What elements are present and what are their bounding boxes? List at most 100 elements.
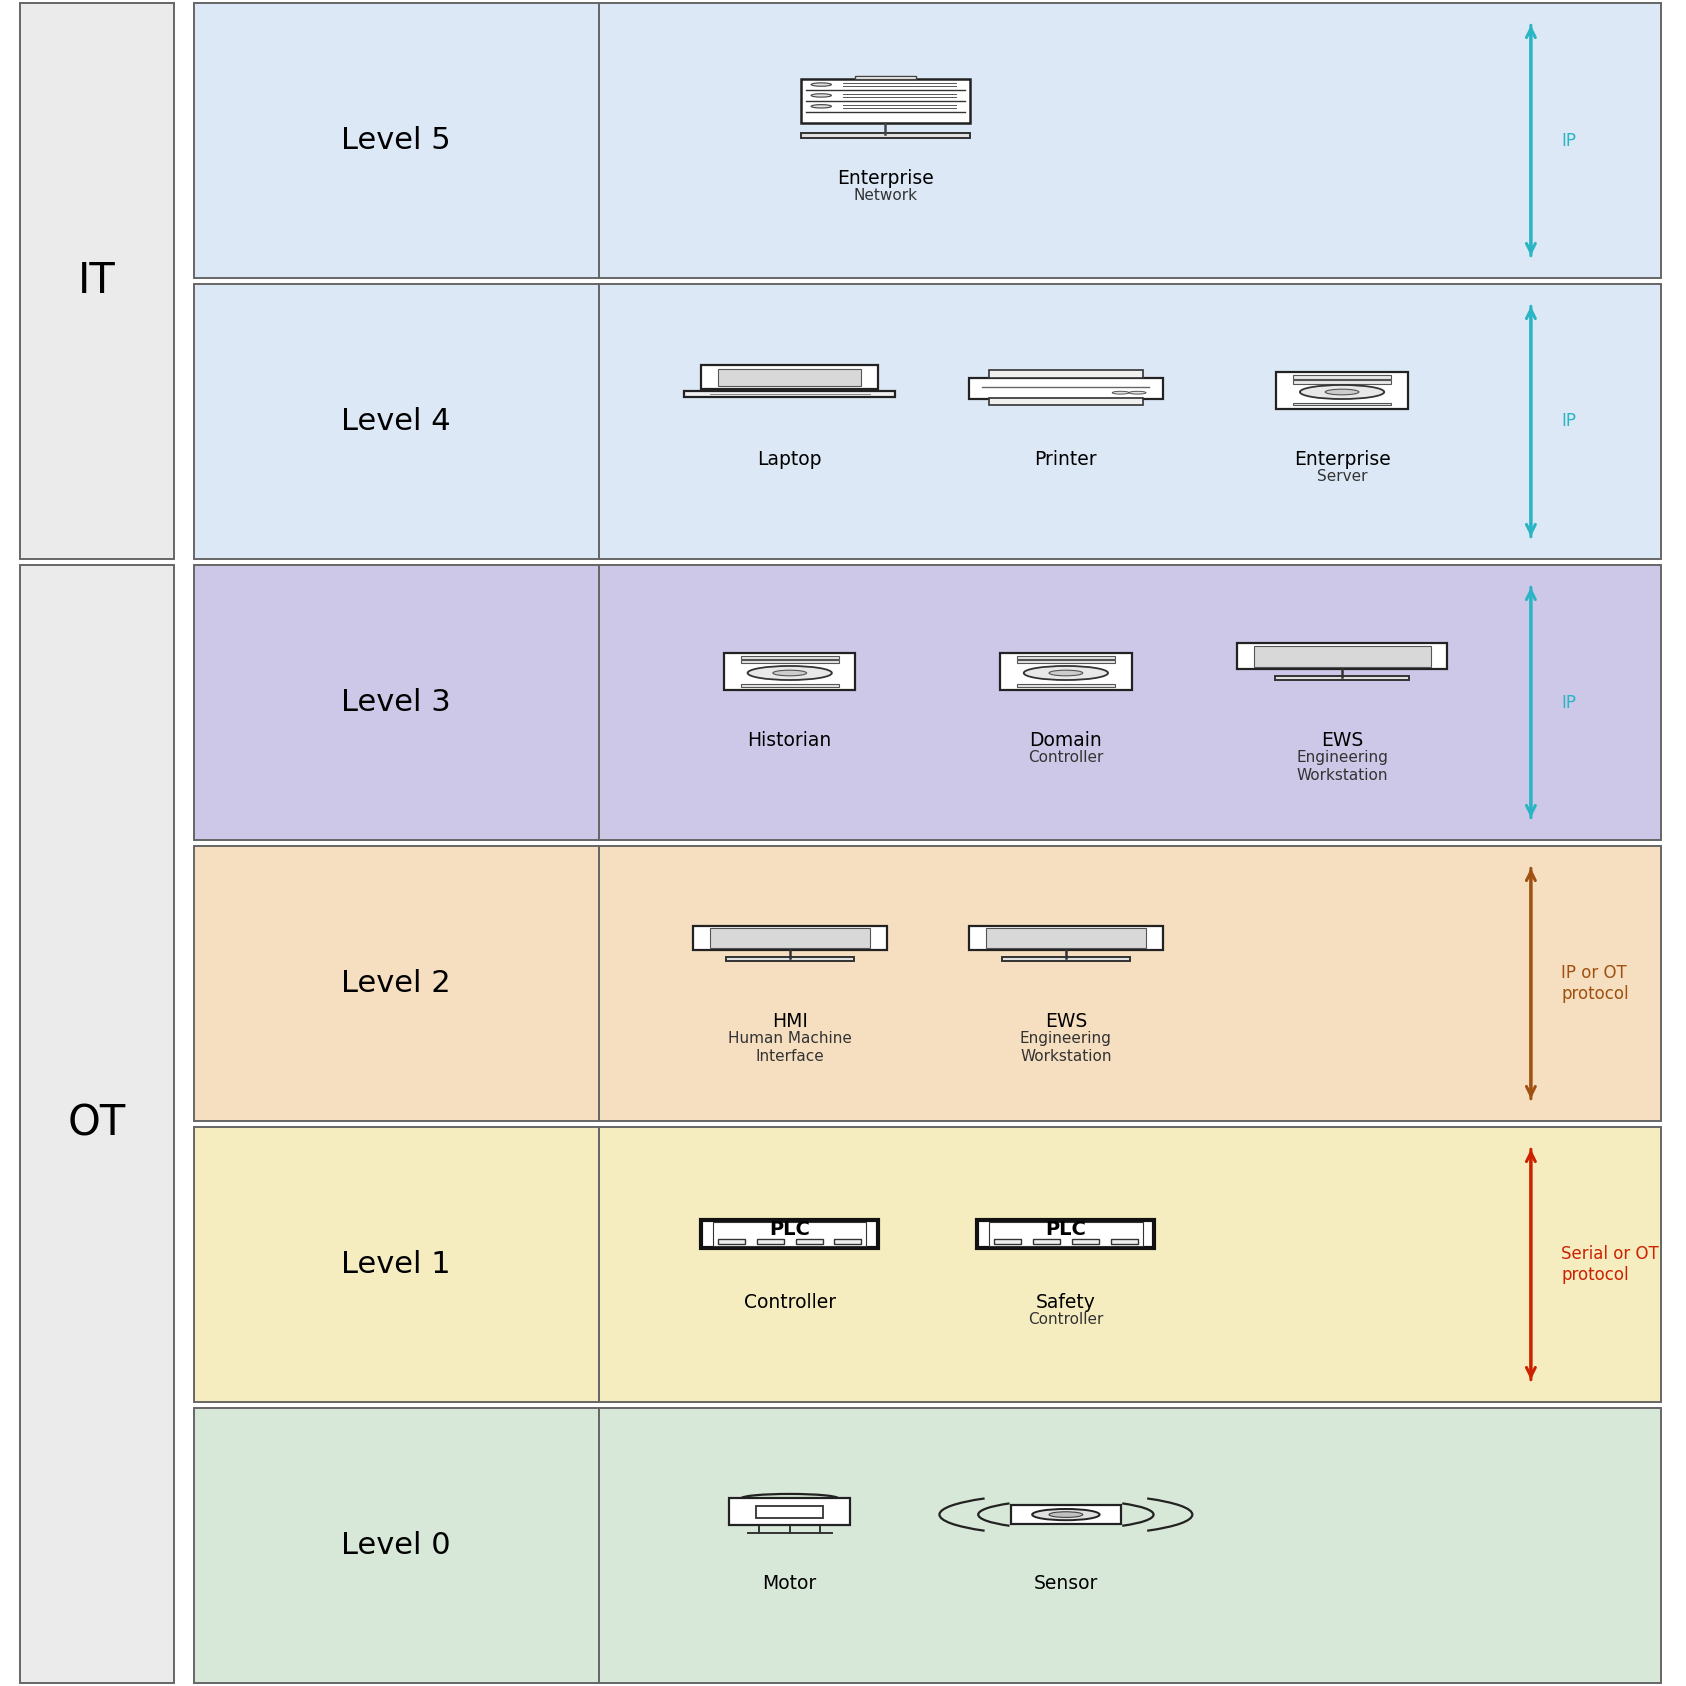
- Text: Network: Network: [853, 187, 917, 202]
- FancyBboxPatch shape: [710, 927, 870, 948]
- FancyBboxPatch shape: [718, 369, 862, 386]
- FancyBboxPatch shape: [1111, 1239, 1138, 1244]
- FancyBboxPatch shape: [969, 926, 1163, 949]
- Circle shape: [1300, 384, 1384, 400]
- FancyBboxPatch shape: [801, 133, 969, 138]
- FancyBboxPatch shape: [718, 1239, 745, 1244]
- Text: Level 5: Level 5: [341, 126, 452, 155]
- FancyBboxPatch shape: [599, 3, 1661, 278]
- FancyBboxPatch shape: [1275, 676, 1409, 679]
- FancyBboxPatch shape: [1293, 374, 1391, 378]
- FancyBboxPatch shape: [740, 685, 838, 688]
- Circle shape: [1130, 391, 1146, 395]
- Text: Sensor: Sensor: [1034, 1573, 1098, 1593]
- FancyBboxPatch shape: [1293, 379, 1391, 383]
- Text: OT: OT: [67, 1103, 126, 1145]
- FancyBboxPatch shape: [599, 565, 1661, 840]
- Text: IP: IP: [1561, 132, 1576, 150]
- Text: PLC: PLC: [1045, 1221, 1086, 1239]
- FancyBboxPatch shape: [990, 369, 1143, 378]
- FancyBboxPatch shape: [20, 3, 174, 558]
- FancyBboxPatch shape: [757, 1239, 784, 1244]
- Text: Motor: Motor: [762, 1573, 816, 1593]
- Circle shape: [1325, 389, 1359, 395]
- Text: Level 1: Level 1: [341, 1249, 452, 1280]
- FancyBboxPatch shape: [990, 1221, 1143, 1246]
- FancyBboxPatch shape: [599, 846, 1661, 1121]
- Circle shape: [811, 83, 831, 86]
- Text: Serial or OT
protocol: Serial or OT protocol: [1561, 1244, 1659, 1285]
- FancyBboxPatch shape: [685, 391, 895, 396]
- FancyBboxPatch shape: [978, 1219, 1155, 1248]
- Text: IP: IP: [1561, 413, 1576, 430]
- Circle shape: [811, 105, 831, 108]
- FancyBboxPatch shape: [1236, 644, 1447, 669]
- Text: Safety: Safety: [1035, 1293, 1096, 1312]
- Text: Enterprise: Enterprise: [1293, 450, 1391, 469]
- FancyBboxPatch shape: [969, 378, 1163, 400]
- FancyBboxPatch shape: [194, 565, 599, 840]
- FancyBboxPatch shape: [20, 565, 174, 1683]
- Text: Historian: Historian: [747, 730, 831, 750]
- Text: Controller: Controller: [744, 1293, 836, 1312]
- Text: Server: Server: [1317, 469, 1367, 484]
- Text: Level 3: Level 3: [341, 688, 452, 717]
- Circle shape: [1113, 391, 1130, 395]
- Text: Domain: Domain: [1030, 730, 1103, 750]
- FancyBboxPatch shape: [194, 1128, 599, 1401]
- FancyBboxPatch shape: [194, 285, 599, 558]
- FancyBboxPatch shape: [1000, 652, 1131, 690]
- Circle shape: [811, 94, 831, 98]
- Text: EWS: EWS: [1045, 1012, 1087, 1030]
- Circle shape: [1049, 1512, 1082, 1517]
- FancyBboxPatch shape: [1276, 373, 1408, 408]
- FancyBboxPatch shape: [1017, 685, 1114, 688]
- Circle shape: [1049, 669, 1082, 676]
- FancyBboxPatch shape: [194, 1408, 599, 1683]
- FancyBboxPatch shape: [835, 1239, 862, 1244]
- Text: Engineering
Workstation: Engineering Workstation: [1020, 1030, 1111, 1064]
- FancyBboxPatch shape: [1017, 661, 1114, 663]
- FancyBboxPatch shape: [713, 1221, 867, 1246]
- FancyBboxPatch shape: [693, 926, 887, 949]
- FancyBboxPatch shape: [1034, 1239, 1060, 1244]
- Text: Level 4: Level 4: [341, 406, 452, 437]
- Text: Human Machine
Interface: Human Machine Interface: [728, 1030, 851, 1064]
- Text: Printer: Printer: [1035, 450, 1098, 469]
- Circle shape: [1032, 1509, 1099, 1521]
- FancyBboxPatch shape: [1254, 646, 1430, 666]
- FancyBboxPatch shape: [728, 1499, 850, 1526]
- FancyBboxPatch shape: [986, 927, 1146, 948]
- FancyBboxPatch shape: [1001, 958, 1130, 961]
- Text: Enterprise: Enterprise: [836, 169, 934, 187]
- FancyBboxPatch shape: [1293, 403, 1391, 406]
- FancyBboxPatch shape: [194, 3, 599, 278]
- Text: HMI: HMI: [772, 1012, 808, 1030]
- Text: EWS: EWS: [1320, 730, 1364, 750]
- Text: IP or OT
protocol: IP or OT protocol: [1561, 964, 1629, 1003]
- FancyBboxPatch shape: [990, 398, 1143, 405]
- Text: Controller: Controller: [1028, 1312, 1104, 1327]
- FancyBboxPatch shape: [995, 1239, 1022, 1244]
- FancyBboxPatch shape: [725, 958, 853, 961]
- FancyBboxPatch shape: [855, 76, 915, 79]
- Text: Laptop: Laptop: [757, 450, 823, 469]
- Text: Controller: Controller: [1028, 750, 1104, 765]
- FancyBboxPatch shape: [599, 1128, 1661, 1401]
- FancyBboxPatch shape: [723, 652, 855, 690]
- FancyBboxPatch shape: [599, 1408, 1661, 1683]
- FancyBboxPatch shape: [1072, 1239, 1099, 1244]
- FancyBboxPatch shape: [1012, 1506, 1121, 1524]
- FancyBboxPatch shape: [740, 661, 838, 663]
- Text: Level 2: Level 2: [341, 969, 452, 998]
- FancyBboxPatch shape: [740, 656, 838, 659]
- FancyBboxPatch shape: [801, 79, 969, 123]
- FancyBboxPatch shape: [757, 1506, 823, 1517]
- Circle shape: [772, 669, 806, 676]
- FancyBboxPatch shape: [796, 1239, 823, 1244]
- FancyBboxPatch shape: [701, 1219, 878, 1248]
- Circle shape: [1023, 666, 1108, 679]
- FancyBboxPatch shape: [194, 846, 599, 1121]
- Text: Engineering
Workstation: Engineering Workstation: [1297, 750, 1388, 782]
- Circle shape: [747, 666, 831, 679]
